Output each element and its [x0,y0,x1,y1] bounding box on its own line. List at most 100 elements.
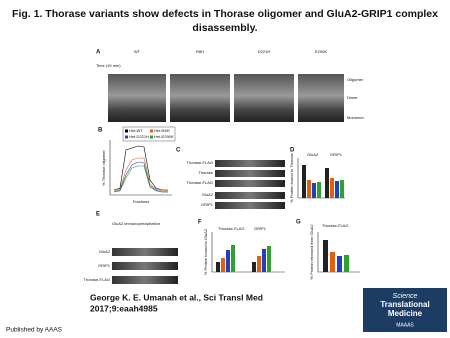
group-label: GRIP1 [254,226,267,231]
row-label: GluA2 [99,249,111,254]
blot [112,262,178,270]
logo-text: Translational [380,300,429,309]
row-label: GRIP1 [98,263,111,268]
legend-label: Het-D221H [129,134,149,139]
bar-shape [335,181,339,198]
legend-swatch [150,135,153,139]
group-label: Thorase-FLAG [218,226,244,231]
legend-swatch [125,129,128,133]
axis-label: % Protein bound to Thorase [289,152,294,203]
gel-panel [108,74,344,122]
panel-letter: D [290,148,295,154]
bar-shape [325,168,329,198]
bar-shape [312,183,316,198]
legend-label: Het-R8H [154,128,170,133]
group-label: GluA2 [307,152,319,157]
bar-plot [297,158,345,199]
row-label: Thorase-FLAG [187,180,213,185]
panel-letter: F [198,220,202,226]
bar-shape [337,256,342,272]
legend-label: Het-WT [129,128,143,133]
blots [215,160,285,209]
blot [112,276,178,284]
logo-text: Medicine [388,309,423,318]
citation: George K. E. Umanah et al., Sci Transl M… [90,292,263,302]
bar-shape [307,180,311,198]
gel [108,74,166,122]
gel [298,74,344,122]
row-label: Thorase [198,170,213,175]
row-label: Thorase-FLAG [84,277,110,282]
row-label: Thorase-FLAG [187,160,213,165]
panel-letter: C [176,148,181,154]
bar-plot [211,232,360,273]
blots [112,248,178,284]
blot [215,180,285,187]
bar-shape [216,262,220,272]
logo-box [363,288,447,332]
gel [170,74,230,122]
row-label: GRIP1 [201,202,214,207]
axis-label: Time (15 min) [96,63,121,68]
axes [109,140,172,196]
legend-box [122,126,176,142]
band-label: Monomer [347,115,365,120]
logo: Science Translational Medicine MAAAS [363,288,447,332]
group-label: Thorase-FLAG [322,223,348,228]
line [113,165,168,193]
bar-shape [231,245,235,272]
legend-swatch [150,129,153,133]
axis-label: % Protein released from GluA2 [309,224,314,280]
bar-shape [252,262,256,272]
panel-letter: G [296,220,301,226]
line [113,161,168,193]
figure-labels: A B C D E F G WT R8H D221H E290K Oligomer Dimer Monom… [84,49,365,282]
bar-shape [262,249,266,272]
bar-shape [221,258,225,272]
panel-title: GluA2 immunoprecipitation [112,221,160,226]
variant-label: D221H [258,49,271,54]
blot [215,170,285,177]
bar-shape [317,182,321,198]
row-label: GluA2 [202,192,214,197]
line [113,145,168,191]
bar-shape [340,180,344,198]
blot [112,248,178,256]
title: disassembly. [192,22,257,34]
axis-label: Fractions [133,199,149,204]
blot [215,192,285,199]
panel-letter: A [96,50,101,56]
axes [297,158,345,199]
band-label: Oligomer [347,77,364,82]
variant-label: WT [134,49,141,54]
bar-shape [323,240,328,272]
axis-label: % Protein bound to GluA2 [203,228,208,275]
bar-shape [330,252,335,272]
axis-label: % Thorase oligomer [101,149,106,185]
panel-letter: B [98,128,103,134]
line-plot [109,140,172,196]
bar-shape [226,250,230,272]
bar-shape [344,255,349,272]
logo-text: MAAAS [396,322,414,328]
line [113,157,168,192]
bar-shape [267,246,271,272]
citation: 2017;9:eaah4985 [90,303,158,313]
legend-label: Het-E290K [154,134,174,139]
variant-label: E290K [315,49,327,54]
group-label: GRIP1 [330,152,343,157]
panel-letter: E [96,212,100,218]
band-label: Dimer [347,95,358,100]
legend-swatch [125,135,128,139]
variant-label: R8H [196,49,204,54]
footer: Published by AAAS [6,327,63,334]
bar-shape [302,165,306,198]
logo-text: Science [393,293,418,300]
bar-shape [330,178,334,198]
blot [215,160,285,167]
gel [234,74,294,122]
bar-shape [257,256,261,272]
title: Fig. 1. Thorase variants show defects in… [12,8,438,20]
blot [215,202,285,209]
